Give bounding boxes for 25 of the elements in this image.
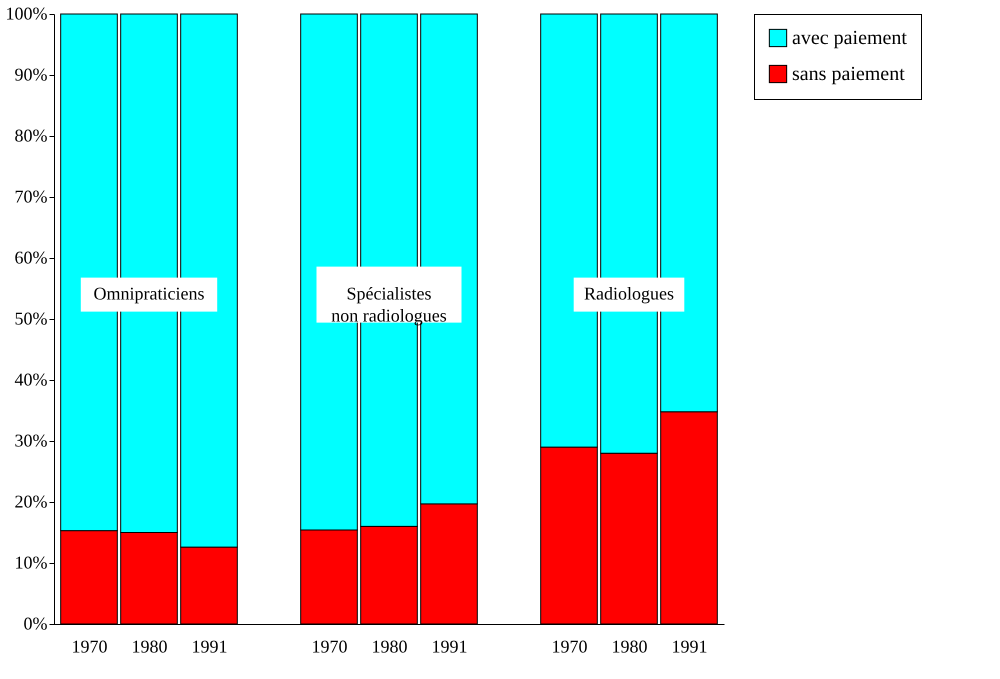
y-tick-label: 60% [14,248,48,268]
y-tick-label: 20% [14,492,48,512]
annotation: Omnipraticiens [94,284,204,304]
x-tick-label: 1970 [552,636,588,656]
x-tick-label: 1980 [132,636,168,656]
legend-label: avec paiement [792,27,908,49]
y-tick-label: 30% [14,430,48,450]
x-tick-label: 1991 [432,636,468,656]
y-tick-label: 100% [6,4,48,24]
annotation: Radiologues [584,284,674,304]
legend-label: sans paiement [792,63,906,85]
y-tick-label: 10% [14,552,48,572]
x-tick-label: 1980 [612,636,648,656]
y-tick-label: 0% [24,614,48,634]
x-tick-label: 1991 [672,636,708,656]
x-tick-label: 1980 [372,636,408,656]
x-tick-label: 1970 [72,636,108,656]
y-tick-label: 90% [14,64,48,84]
x-tick-label: 1991 [192,636,228,656]
annotation: Spécialistes non radiologues [331,284,447,326]
y-tick-label: 50% [14,308,48,328]
x-tick-label: 1970 [312,636,348,656]
y-tick-label: 40% [14,370,48,390]
y-tick-label: 70% [14,186,48,206]
y-tick-label: 80% [14,126,48,146]
